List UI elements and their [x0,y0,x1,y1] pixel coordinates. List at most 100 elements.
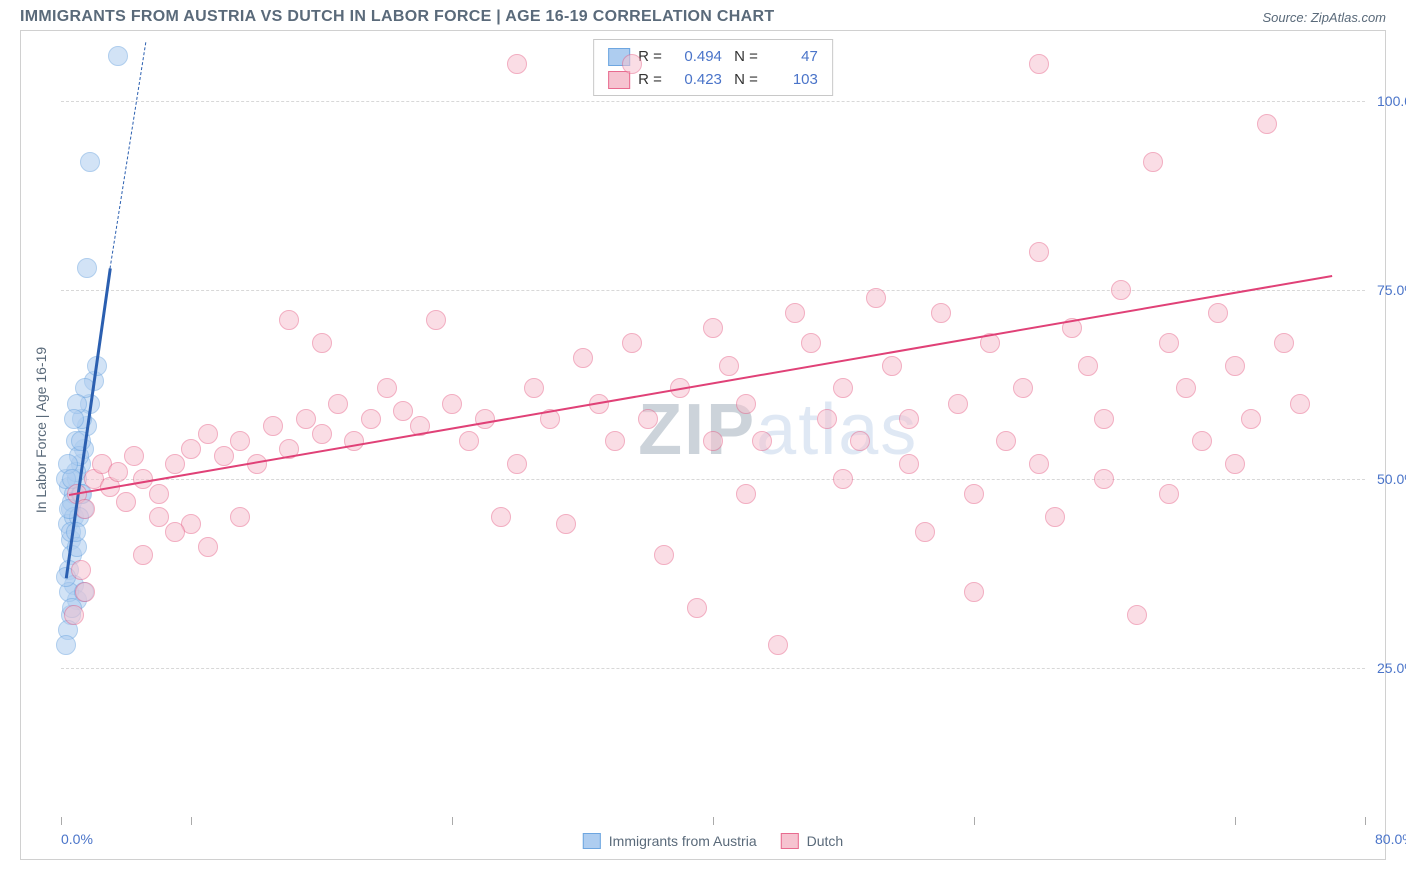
scatter-point [1013,378,1033,398]
trend-line [69,275,1333,496]
scatter-point [1094,469,1114,489]
scatter-point [703,318,723,338]
scatter-point [573,348,593,368]
scatter-point [1257,114,1277,134]
scatter-point [703,431,723,451]
plot-area: In Labor Force | Age 16-19 ZIPatlas R = … [61,41,1365,819]
scatter-point [214,446,234,466]
legend-label: Dutch [807,833,844,849]
scatter-point [149,484,169,504]
scatter-point [116,492,136,512]
scatter-point [312,333,332,353]
x-tick [61,817,62,825]
scatter-point [654,545,674,565]
scatter-point [1225,454,1245,474]
scatter-point [230,431,250,451]
scatter-point [948,394,968,414]
scatter-point [507,454,527,474]
scatter-point [964,484,984,504]
y-tick-label: 75.0% [1369,282,1406,298]
scatter-point [1290,394,1310,414]
scatter-point [1176,378,1196,398]
x-axis-max-label: 80.0% [1369,831,1406,847]
scatter-point [1159,333,1179,353]
scatter-point [736,394,756,414]
scatter-point [108,462,128,482]
scatter-point [882,356,902,376]
grid-line [61,101,1365,102]
legend-swatch [608,71,630,89]
legend-label: Immigrants from Austria [609,833,757,849]
scatter-point [56,635,76,655]
scatter-point [393,401,413,421]
scatter-point [66,522,86,542]
scatter-point [71,560,91,580]
scatter-point [915,522,935,542]
scatter-point [426,310,446,330]
stats-row-series-1: R = 0.423 N = 103 [608,69,818,92]
scatter-point [377,378,397,398]
legend-swatch [583,833,601,849]
scatter-point [1094,409,1114,429]
scatter-point [524,378,544,398]
scatter-point [833,469,853,489]
scatter-point [817,409,837,429]
grid-line [61,668,1365,669]
scatter-point [850,431,870,451]
scatter-point [1225,356,1245,376]
scatter-point [1078,356,1098,376]
scatter-point [442,394,462,414]
scatter-point [752,431,772,451]
legend-item: Immigrants from Austria [583,833,757,849]
scatter-point [996,431,1016,451]
scatter-point [198,537,218,557]
scatter-point [124,446,144,466]
x-tick [452,817,453,825]
x-tick [974,817,975,825]
scatter-point [801,333,821,353]
x-tick [713,817,714,825]
scatter-point [77,258,97,278]
scatter-point [75,582,95,602]
y-tick-label: 25.0% [1369,660,1406,676]
chart-title: IMMIGRANTS FROM AUSTRIA VS DUTCH IN LABO… [20,8,774,26]
scatter-point [149,507,169,527]
scatter-point [622,333,642,353]
scatter-point [75,499,95,519]
scatter-point [736,484,756,504]
scatter-point [866,288,886,308]
scatter-point [785,303,805,323]
source-attribution: Source: ZipAtlas.com [1262,10,1386,25]
scatter-point [1274,333,1294,353]
scatter-point [64,409,84,429]
scatter-point [1029,54,1049,74]
scatter-point [605,431,625,451]
scatter-point [165,454,185,474]
scatter-point [165,522,185,542]
grid-line [61,479,1365,480]
scatter-point [475,409,495,429]
header: IMMIGRANTS FROM AUSTRIA VS DUTCH IN LABO… [0,0,1406,30]
scatter-point [833,378,853,398]
scatter-point [964,582,984,602]
scatter-point [328,394,348,414]
scatter-point [1111,280,1131,300]
legend-swatch [781,833,799,849]
x-tick [191,817,192,825]
scatter-point [361,409,381,429]
scatter-point [181,439,201,459]
scatter-point [1029,242,1049,262]
scatter-point [899,454,919,474]
scatter-point [507,54,527,74]
scatter-point [1045,507,1065,527]
series-legend: Immigrants from Austria Dutch [583,833,843,849]
scatter-point [622,54,642,74]
scatter-point [198,424,218,444]
x-axis-min-label: 0.0% [61,831,93,847]
scatter-point [64,605,84,625]
scatter-point [556,514,576,534]
y-tick-label: 100.0% [1369,93,1406,109]
scatter-point [931,303,951,323]
scatter-point [687,598,707,618]
scatter-point [899,409,919,429]
